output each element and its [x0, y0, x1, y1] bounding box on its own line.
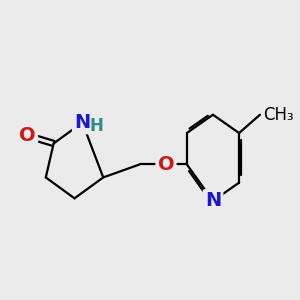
Text: N: N [205, 191, 221, 210]
Text: H: H [90, 118, 104, 136]
Text: O: O [19, 126, 36, 145]
Text: O: O [158, 155, 174, 174]
Text: N: N [74, 113, 91, 132]
Text: CH₃: CH₃ [263, 106, 294, 124]
